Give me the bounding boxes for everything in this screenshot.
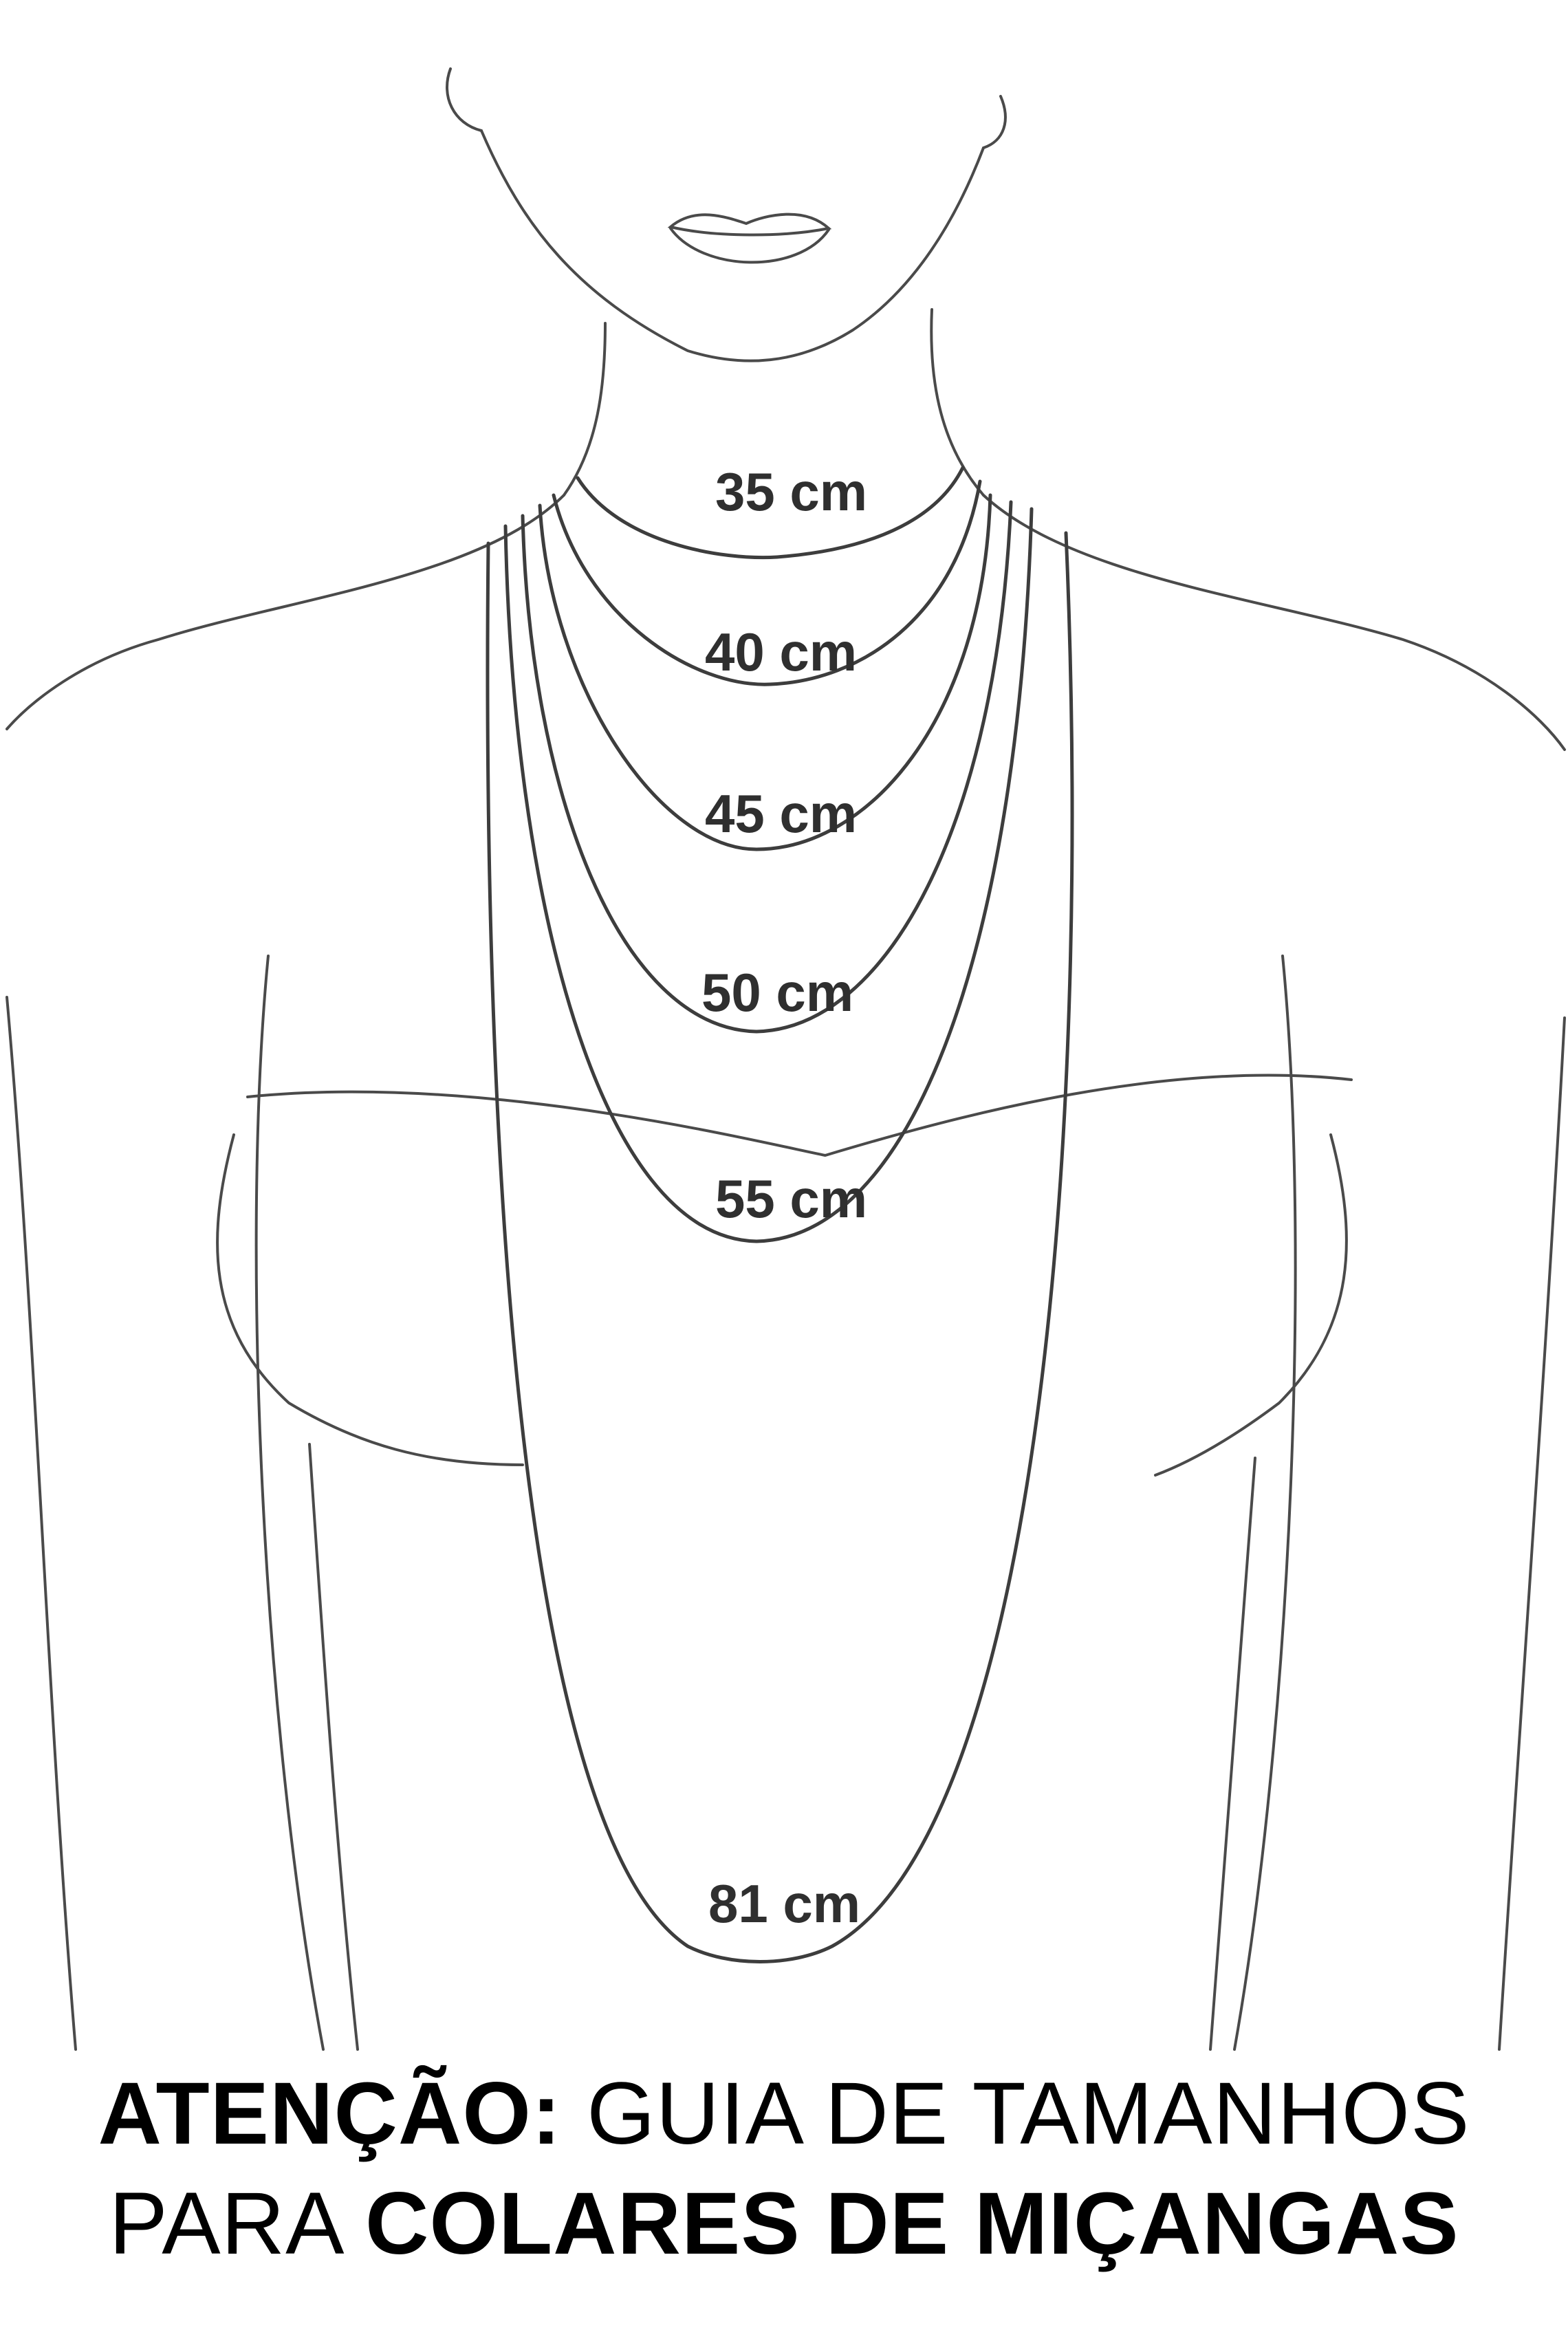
right-ear [982, 95, 1007, 149]
lips-lower [669, 227, 830, 264]
right-arm-outer [1498, 1016, 1566, 2051]
caption-line-1: ATENÇÃO: GUIA DE TAMANHOS [0, 2070, 1568, 2158]
right-breast [1154, 1133, 1348, 1477]
caption-attention: ATENÇÃO: [98, 2065, 562, 2163]
neck-right [930, 308, 985, 497]
right-arm-inner [1233, 955, 1297, 2051]
label-81cm: 81 cm [708, 1873, 860, 1934]
caption-size-guide: GUIA DE TAMANHOS [587, 2065, 1470, 2163]
neck-left [563, 322, 607, 497]
label-45cm: 45 cm [705, 783, 857, 844]
left-ear [446, 67, 483, 132]
necklace-45cm [538, 493, 992, 851]
label-55cm: 55 cm [715, 1168, 867, 1229]
lips-upper [667, 213, 832, 237]
necklace-81cm [486, 531, 1074, 1963]
left-arm-outer [6, 996, 77, 2051]
necklace-55cm [503, 507, 1034, 1243]
label-35cm: 35 cm [715, 461, 867, 522]
jaw-line [480, 129, 985, 362]
necklace-size-diagram: 35 cm 40 cm 45 cm 50 cm 55 cm 81 cm [6, 67, 1566, 2051]
label-40cm: 40 cm [705, 622, 857, 682]
necklace-50cm [521, 500, 1013, 1034]
right-shoulder [982, 494, 1566, 751]
left-breast [216, 1133, 524, 1466]
caption-line-2: PARA COLARES DE MIÇANGAS [0, 2180, 1568, 2268]
torso-right [1209, 1457, 1256, 2051]
top-neckline [246, 1074, 1353, 1157]
label-50cm: 50 cm [701, 962, 853, 1023]
caption-bead-necklaces: COLARES DE MIÇANGAS [364, 2175, 1459, 2273]
torso-left [308, 1443, 359, 2051]
necklace-40cm [552, 479, 982, 686]
left-shoulder [6, 494, 565, 730]
caption-for: PARA [109, 2175, 340, 2273]
necklace-35cm [576, 466, 965, 560]
